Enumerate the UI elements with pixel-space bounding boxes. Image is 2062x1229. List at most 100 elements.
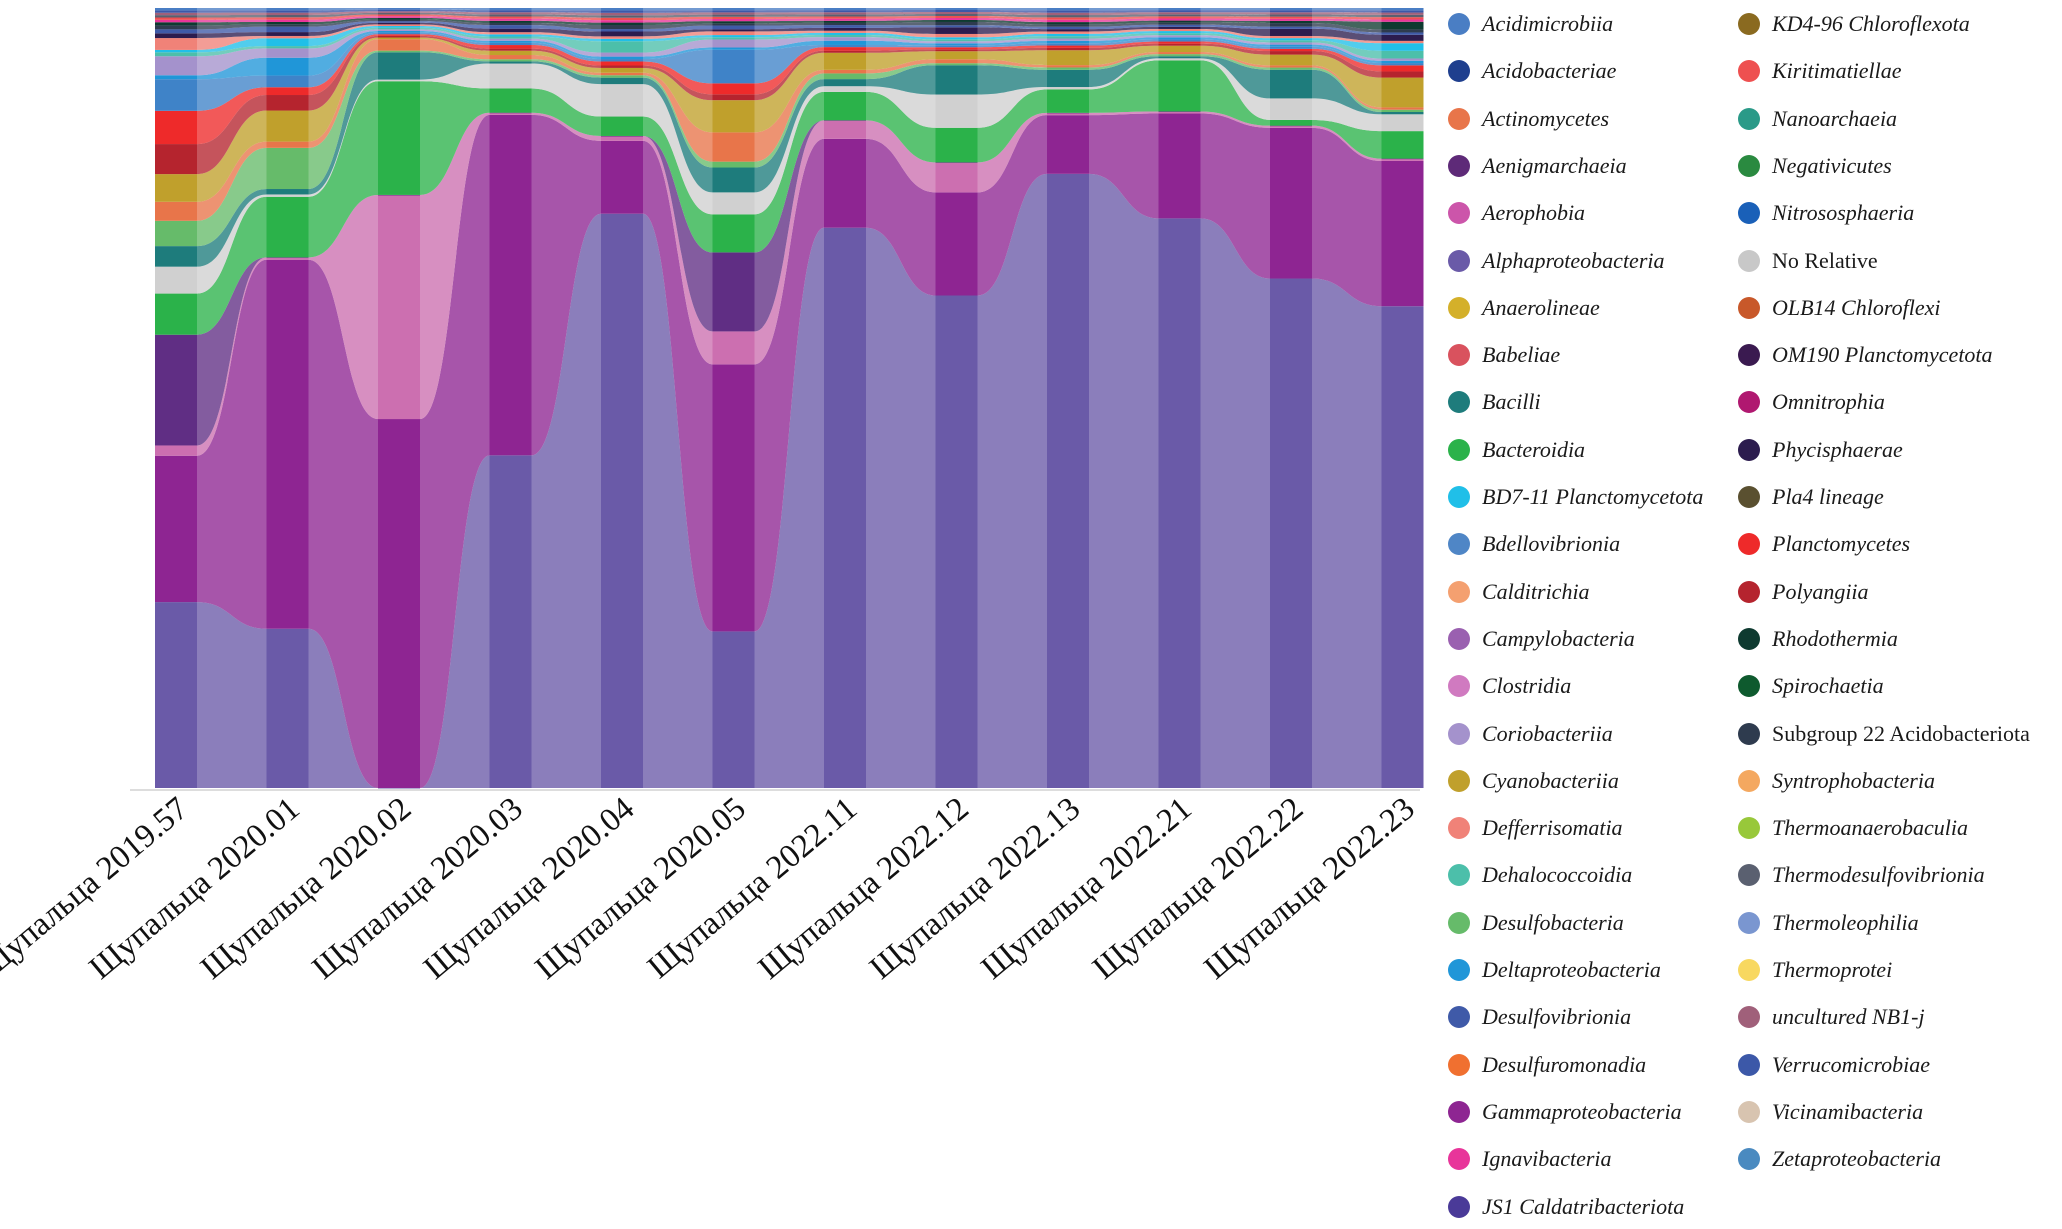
segment-verrucomicrobiae-10 (1270, 10, 1312, 13)
flow-band-uncultured-nb1-j-8 (1089, 12, 1159, 16)
segment-uncultured-nb1-j-9 (1158, 12, 1201, 15)
flow-band-bacteroidia-8 (1089, 60, 1159, 113)
flow-band-no-relative-0 (197, 194, 267, 294)
legend-item: Aenigmarchaeia (1448, 144, 1627, 188)
flow-band-desulfobacteria-7 (977, 63, 1047, 70)
flow-band-ignavibacteria-7 (977, 17, 1047, 23)
segment-aenigmarchaeia-8 (1047, 112, 1089, 114)
flow-band-thermodesulfovibrionia-1 (308, 12, 378, 18)
flow-band-deltaproteobacteria-0 (197, 57, 267, 80)
legend-label: No Relative (1772, 247, 1878, 273)
flow-band-coriobacteriia-0 (197, 48, 267, 76)
legend-label: Bacteroidia (1482, 436, 1586, 462)
segment-clostridia-10 (1270, 125, 1312, 128)
segment-cyanobacteriia-7 (935, 51, 978, 60)
segment-clostridia-4 (601, 135, 643, 141)
segment-desulfovibrionia-11 (1381, 32, 1424, 35)
legend-swatch (1448, 864, 1470, 887)
segment-bacilli-9 (1158, 56, 1201, 59)
segment-thermodesulfovibrionia-8 (1047, 15, 1089, 18)
flow-band-gammaproteobacteria-5 (754, 138, 824, 632)
legend-swatch (1738, 722, 1760, 745)
flow-band-verrucomicrobiae-6 (866, 9, 936, 13)
flow-band-alphaproteobacteria-7 (977, 173, 1047, 789)
segment-cyanobacteriia-5 (712, 100, 755, 133)
segment-gammaproteobacteria-7 (935, 192, 978, 296)
flow-band-kiritimatiellae-9 (1200, 16, 1270, 19)
flow-band-bacteroidia-10 (1312, 119, 1382, 159)
legend-item: No Relative (1738, 239, 1878, 283)
flow-band-aenigmarchaeia-5 (754, 120, 824, 332)
segment-bacilli-10 (1270, 69, 1312, 99)
segment-phycisphaerae-3 (489, 28, 532, 33)
flow-band-phycisphaerae-5 (754, 27, 824, 32)
flow-band-clostridia-10 (1312, 125, 1382, 161)
legend-item: Deltaproteobacteria (1448, 948, 1661, 992)
flow-band-thermodesulfovibrionia-4 (643, 14, 713, 18)
flow-band-cyanobacteriia-1 (308, 37, 378, 142)
flow-band-phycisphaerae-8 (1089, 26, 1159, 32)
flow-band-acidimicrobiia-0 (197, 8, 267, 11)
flow-band-desulfobacteria-3 (531, 59, 601, 78)
segment-kiritimatiellae-6 (824, 16, 866, 19)
flow-band-alphaproteobacteria-6 (866, 227, 936, 788)
segment-bdellovibrionia-10 (1270, 46, 1312, 49)
flow-band-cyanobacteriia-4 (643, 67, 713, 133)
flow-band-desulfovibrionia-5 (754, 25, 824, 30)
flow-band-acidimicrobiia-6 (866, 8, 936, 11)
segment-planctomycetes-2 (378, 34, 420, 36)
segment-bacilli-8 (1047, 69, 1089, 88)
segment-thermodesulfovibrionia-3 (489, 14, 532, 17)
segment-dehalococcoidia-0 (155, 52, 197, 57)
flow-band-thermodesulfovibrionia-8 (1089, 14, 1159, 18)
legend-label: Thermodesulfovibrionia (1772, 862, 1985, 888)
segment-defferrisomatia-11 (1381, 40, 1424, 44)
flow-band-verrucomicrobiae-4 (643, 10, 713, 13)
flow-band-gammaproteobacteria-1 (308, 259, 378, 788)
flow-band-rhodothermia-5 (754, 20, 824, 24)
segment-coriobacteriia-5 (712, 39, 755, 48)
legend-label: KD4-96 Chloroflexota (1772, 11, 1970, 36)
legend-label: Thermoprotei (1772, 957, 1893, 982)
segment-uncultured-nb1-j-5 (712, 12, 755, 15)
segment-alphaproteobacteria-6 (824, 227, 866, 788)
legend-item: Rhodothermia (1738, 617, 1898, 661)
flow-band-coriobacteriia-10 (1312, 42, 1382, 61)
flow-band-kiritimatiellae-5 (754, 16, 824, 19)
flow-band-deltaproteobacteria-8 (1089, 37, 1159, 44)
flow-band-planctomycetes-0 (197, 87, 267, 145)
flow-band-defferrisomatia-9 (1200, 28, 1270, 39)
segment-defferrisomatia-8 (1047, 31, 1089, 34)
flow-band-phycisphaerae-0 (197, 32, 267, 39)
x-tick-label: Щупальца 2022.22 (1086, 791, 1310, 987)
flow-band-desulfovibrionia-3 (531, 25, 601, 32)
legend-label: Desulfobacteria (1482, 909, 1624, 935)
segment-polyangiia-1 (266, 95, 309, 111)
flow-band-actinomycetes-7 (977, 59, 1047, 68)
flow-band-uncultured-nb1-j-10 (1312, 12, 1382, 15)
segment-bacteroidia-2 (378, 81, 420, 195)
legend-item: Nitrososphaeria (1738, 191, 1914, 235)
segment-phycisphaerae-0 (155, 33, 197, 39)
segment-subgroup-22-acidobacteriota-11 (1381, 29, 1424, 33)
legend-swatch (1448, 391, 1470, 414)
flow-band-uncultured-nb1-j-6 (866, 11, 936, 15)
legend-item: Negativicutes (1738, 144, 1892, 188)
legend-swatch (1738, 438, 1760, 461)
segment-bacteroidia-1 (266, 196, 309, 258)
segment-acidimicrobiia-8 (1047, 8, 1089, 11)
flow-band-kiritimatiellae-0 (197, 17, 267, 20)
legend-swatch (1738, 249, 1760, 272)
legend-label: Defferrisomatia (1482, 815, 1623, 841)
flow-band-bd7-11-planctomycetota-3 (531, 34, 601, 42)
flow-band-dehalococcoidia-7 (977, 36, 1047, 42)
legend-item: Subgroup 22 Acidobacteriota (1738, 712, 2030, 756)
flow-band-ignavibacteria-8 (1089, 18, 1159, 23)
segment-bacilli-5 (712, 167, 755, 193)
segment-thermodesulfovibrionia-0 (155, 15, 197, 18)
flow-band-uncultured-nb1-j-7 (977, 11, 1047, 16)
flow-band-ignavibacteria-0 (197, 19, 267, 23)
legend-swatch (1448, 627, 1470, 650)
segment-no-relative-4 (601, 84, 643, 117)
segment-desulfobacteria-7 (935, 63, 978, 66)
